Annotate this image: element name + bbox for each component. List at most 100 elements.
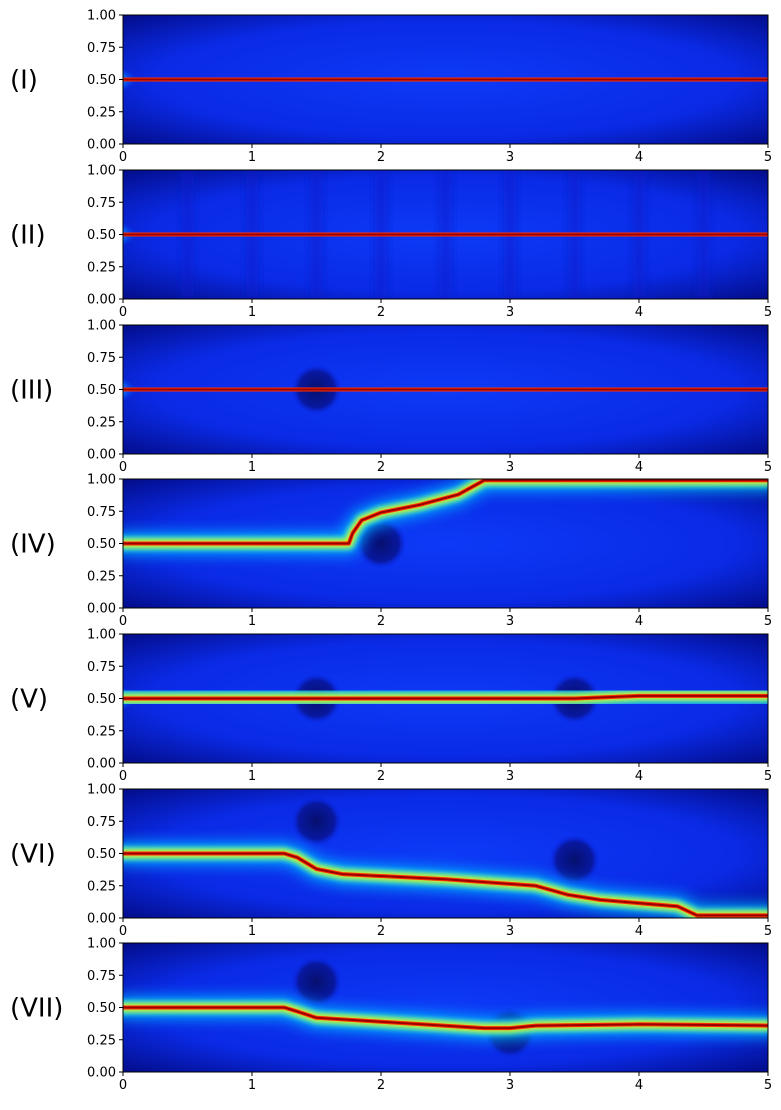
x-tick-label: 2 — [377, 305, 385, 320]
x-tick-label: 4 — [635, 150, 643, 165]
x-tick-label: 2 — [377, 769, 385, 784]
x-tick-label: 3 — [506, 150, 514, 165]
x-tick-label: 0 — [119, 769, 127, 784]
panel-1-plot — [123, 15, 768, 144]
x-tick-label: 1 — [248, 150, 256, 165]
y-tick-label: 0.25 — [87, 879, 116, 894]
x-tick-label: 4 — [635, 769, 643, 784]
x-tick-label: 1 — [248, 305, 256, 320]
y-tick-label: 0.50 — [87, 73, 116, 88]
x-tick-label: 0 — [119, 150, 127, 165]
ridge-core — [123, 1006, 768, 1030]
panel-4-plot — [123, 479, 768, 608]
x-tick-label: 5 — [764, 150, 772, 165]
ridge-core — [123, 852, 768, 917]
x-tick-label: 1 — [248, 1078, 256, 1093]
y-tick-label: 0.25 — [87, 569, 116, 584]
obstacle-1 — [290, 955, 343, 1008]
y-tick-label: 0.25 — [87, 260, 116, 275]
panel-label: (IV) — [10, 530, 56, 560]
ridge-core — [123, 479, 768, 545]
x-tick-label: 4 — [635, 1078, 643, 1093]
y-tick-label: 0.00 — [87, 448, 116, 463]
y-tick-label: 0.75 — [87, 660, 116, 675]
x-tick-label: 4 — [635, 460, 643, 475]
x-tick-label: 3 — [506, 305, 514, 320]
panel-7-plot — [123, 943, 768, 1072]
panel-2-plot — [123, 170, 768, 299]
obstacle-1 — [290, 795, 343, 848]
x-tick-label: 5 — [764, 1078, 772, 1093]
x-tick-label: 0 — [119, 614, 127, 629]
y-tick-label: 0.75 — [87, 815, 116, 830]
x-tick-label: 0 — [119, 1078, 127, 1093]
y-tick-label: 0.00 — [87, 912, 116, 927]
y-tick-label: 0.50 — [87, 692, 116, 707]
x-tick-label: 2 — [377, 150, 385, 165]
x-tick-label: 3 — [506, 924, 514, 939]
y-tick-label: 1.00 — [87, 628, 116, 643]
x-tick-label: 2 — [377, 614, 385, 629]
y-tick-label: 0.00 — [87, 757, 116, 772]
y-tick-label: 0.50 — [87, 847, 116, 862]
y-tick-label: 0.50 — [87, 383, 116, 398]
y-tick-label: 1.00 — [87, 9, 116, 24]
x-tick-label: 5 — [764, 305, 772, 320]
y-tick-label: 0.50 — [87, 228, 116, 243]
x-tick-label: 3 — [506, 460, 514, 475]
panel-6-plot — [123, 789, 768, 918]
obstacle-1 — [355, 517, 407, 570]
y-tick-label: 1.00 — [87, 783, 116, 798]
y-tick-label: 0.00 — [87, 138, 116, 153]
y-tick-label: 1.00 — [87, 937, 116, 952]
x-tick-label: 1 — [248, 769, 256, 784]
x-tick-label: 0 — [119, 305, 127, 320]
y-tick-label: 0.50 — [87, 1001, 116, 1016]
y-tick-label: 0.75 — [87, 41, 116, 56]
x-tick-label: 5 — [764, 460, 772, 475]
obstacle-2 — [548, 834, 601, 886]
y-tick-label: 0.25 — [87, 105, 116, 120]
x-tick-label: 3 — [506, 614, 514, 629]
y-tick-label: 1.00 — [87, 164, 116, 179]
x-tick-label: 3 — [506, 1078, 514, 1093]
x-tick-label: 4 — [635, 924, 643, 939]
x-tick-label: 5 — [764, 924, 772, 939]
x-tick-label: 2 — [377, 460, 385, 475]
x-tick-label: 5 — [764, 769, 772, 784]
y-tick-label: 0.75 — [87, 351, 116, 366]
panel-3-plot — [123, 325, 768, 454]
panel-label: (II) — [10, 221, 46, 251]
ridge-core — [123, 694, 768, 700]
y-tick-label: 0.75 — [87, 505, 116, 520]
y-tick-label: 0.00 — [87, 293, 116, 308]
y-tick-label: 0.25 — [87, 724, 116, 739]
x-tick-label: 5 — [764, 614, 772, 629]
x-tick-label: 1 — [248, 460, 256, 475]
panel-label: (V) — [10, 685, 48, 715]
y-tick-label: 0.25 — [87, 1033, 116, 1048]
y-tick-label: 0.25 — [87, 415, 116, 430]
x-tick-label: 2 — [377, 1078, 385, 1093]
x-tick-label: 0 — [119, 460, 127, 475]
x-tick-label: 1 — [248, 924, 256, 939]
y-tick-label: 0.50 — [87, 537, 116, 552]
y-tick-label: 1.00 — [87, 473, 116, 488]
panel-5-plot — [123, 634, 768, 763]
panel-label: (I) — [10, 66, 38, 96]
y-tick-label: 0.75 — [87, 969, 116, 984]
x-tick-label: 3 — [506, 769, 514, 784]
x-tick-label: 1 — [248, 614, 256, 629]
y-tick-label: 1.00 — [87, 319, 116, 334]
panel-label: (VI) — [10, 840, 56, 870]
x-tick-label: 4 — [635, 614, 643, 629]
y-tick-label: 0.00 — [87, 1066, 116, 1081]
y-tick-label: 0.75 — [87, 196, 116, 211]
panel-label: (VII) — [10, 994, 63, 1024]
x-tick-label: 2 — [377, 924, 385, 939]
panel-label: (III) — [10, 376, 53, 406]
y-tick-label: 0.00 — [87, 602, 116, 617]
x-tick-label: 0 — [119, 924, 127, 939]
